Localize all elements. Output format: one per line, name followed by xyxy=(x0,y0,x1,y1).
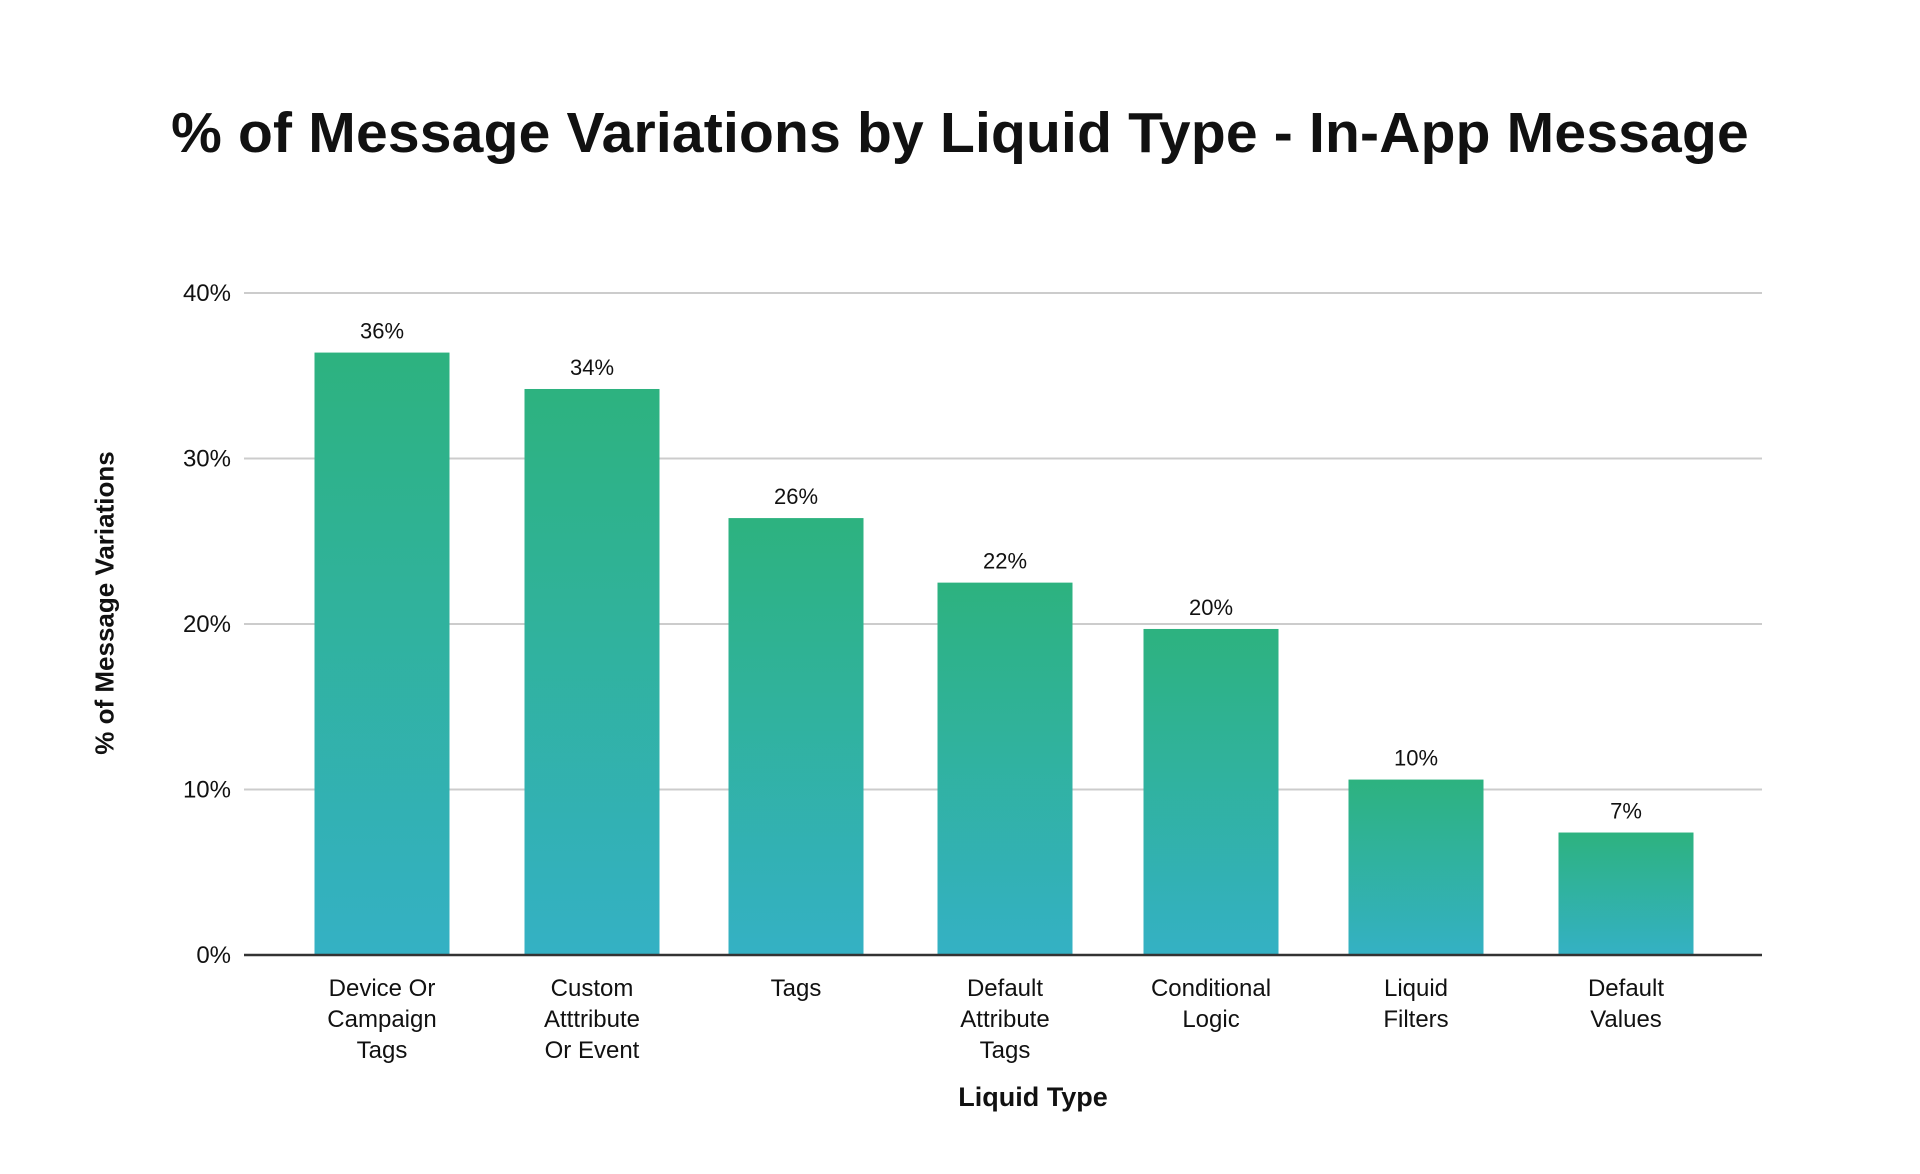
bar xyxy=(524,388,660,955)
y-tick-label: 0% xyxy=(196,942,231,969)
y-tick-label: 40% xyxy=(183,280,231,307)
x-tick-label: Filters xyxy=(1383,1006,1448,1033)
data-label: 22% xyxy=(983,549,1027,574)
x-tick-label: Liquid xyxy=(1384,975,1448,1002)
x-tick-label: Atttribute xyxy=(544,1006,640,1033)
data-label: 34% xyxy=(570,355,614,380)
x-tick-label: Device Or xyxy=(329,975,436,1002)
x-tick-label: Tags xyxy=(980,1037,1031,1064)
data-label: 36% xyxy=(360,319,404,344)
bar xyxy=(937,582,1073,955)
bar xyxy=(728,518,864,955)
x-tick-label: Tags xyxy=(357,1037,408,1064)
x-tick-label: Campaign xyxy=(327,1006,436,1033)
x-tick-label: Default xyxy=(967,975,1043,1002)
x-tick-label: Default xyxy=(1588,975,1664,1002)
chart-title: % of Message Variations by Liquid Type -… xyxy=(171,101,1749,165)
bar xyxy=(314,352,450,956)
x-tick-label: Conditional xyxy=(1151,975,1271,1002)
data-label: 10% xyxy=(1394,746,1438,771)
x-tick-label: Attribute xyxy=(960,1006,1049,1033)
bar xyxy=(1558,832,1694,955)
bar xyxy=(1143,628,1279,955)
data-label: 26% xyxy=(774,484,818,509)
x-tick-label: Tags xyxy=(771,975,822,1002)
x-axis-title: Liquid Type xyxy=(958,1082,1108,1112)
y-tick-label: 30% xyxy=(183,446,231,473)
y-tick-label: 10% xyxy=(183,777,231,804)
x-tick-label: Custom xyxy=(551,975,634,1002)
data-label: 20% xyxy=(1189,595,1233,620)
x-tick-label: Values xyxy=(1590,1006,1662,1033)
x-tick-label: Logic xyxy=(1182,1006,1239,1033)
bar xyxy=(1348,779,1484,955)
data-label: 7% xyxy=(1610,799,1642,824)
x-tick-label: Or Event xyxy=(545,1037,640,1064)
y-tick-label: 20% xyxy=(183,611,231,638)
